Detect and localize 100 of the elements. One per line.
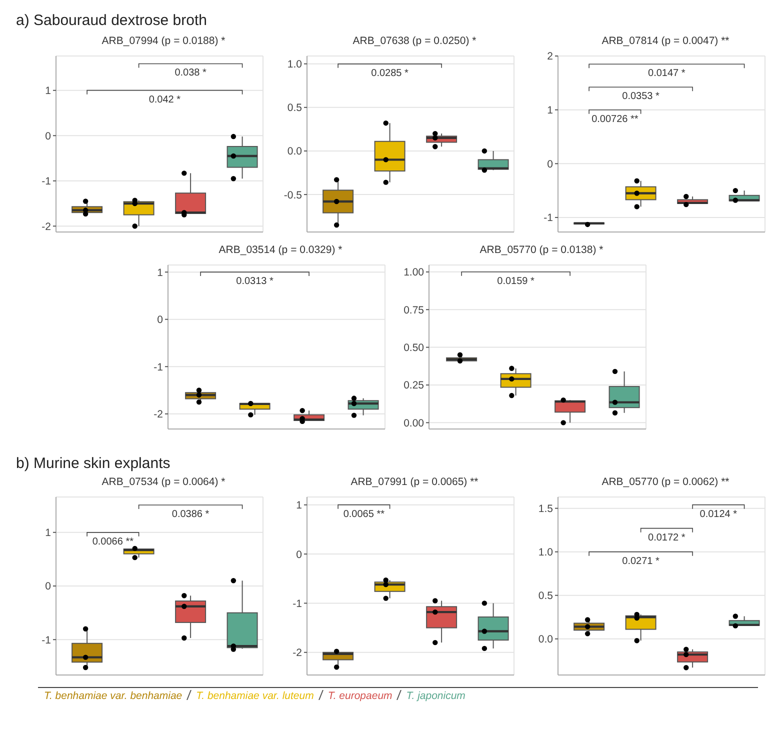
point — [132, 224, 138, 229]
point — [684, 202, 689, 208]
point — [432, 598, 438, 604]
annotation: 0.0124 * — [700, 508, 738, 520]
y-tick-label: 0.0 — [538, 634, 554, 646]
point — [383, 582, 388, 588]
y-tick-label: 0 — [45, 580, 52, 593]
y-tick-label: 0 — [45, 130, 52, 142]
annotation: 0.0066 ** — [92, 536, 134, 548]
point — [584, 617, 590, 622]
annotation: 0.0159 * — [497, 276, 535, 287]
y-tick-label: 0 — [547, 158, 554, 170]
y-tick-label: 0.5 — [287, 102, 302, 114]
point — [684, 665, 689, 670]
point — [482, 168, 488, 173]
point — [182, 604, 187, 609]
point — [732, 198, 738, 203]
y-tick-label: 0 — [157, 314, 164, 326]
point — [560, 397, 566, 403]
point — [634, 638, 640, 644]
point — [634, 204, 640, 210]
point — [584, 222, 590, 228]
point — [684, 652, 689, 658]
point — [432, 135, 438, 140]
point — [82, 626, 88, 632]
y-tick-label: 1 — [45, 85, 52, 98]
point — [684, 194, 689, 200]
point — [182, 170, 187, 176]
chart-title: ARB_07534 (p = 0.0064) * — [100, 476, 226, 490]
point — [196, 392, 202, 398]
point — [196, 399, 202, 405]
y-tick-label: -0.5 — [284, 189, 302, 202]
chart-title: ARB_07994 (p = 0.0188) * — [100, 35, 226, 49]
chart-subtitle: a) Sabouraud dextrose broth — [15, 11, 208, 31]
point — [334, 648, 340, 654]
point — [230, 176, 236, 182]
point — [230, 153, 236, 159]
point — [248, 400, 254, 406]
y-tick-label: -1 — [544, 212, 554, 224]
y-tick-label: 1 — [157, 266, 164, 279]
point — [383, 596, 388, 601]
point — [634, 178, 640, 184]
chart-title: ARB_07814 (p = 0.0047) ** — [600, 35, 730, 49]
point — [351, 396, 357, 401]
annotation: 0.0313 * — [236, 276, 274, 288]
annotation: 0.0285 * — [371, 68, 409, 79]
chart-title: ARB_05770 (p = 0.0062) ** — [600, 476, 730, 490]
point — [351, 400, 357, 406]
point — [383, 157, 388, 162]
point — [732, 188, 738, 194]
y-tick-label: -2 — [292, 647, 302, 660]
point — [383, 180, 388, 185]
annotation: 0.0353 * — [622, 91, 660, 102]
annotation: 0.0065 ** — [343, 508, 385, 520]
point — [457, 352, 463, 358]
point — [482, 600, 488, 606]
point — [509, 392, 514, 398]
annotation: 0.0271 * — [622, 556, 660, 567]
y-tick-label: 2 — [547, 50, 554, 63]
point — [82, 654, 88, 660]
chart-title: ARB_07991 (p = 0.0065) ** — [350, 476, 480, 490]
y-tick-label: 0.25 — [404, 380, 424, 392]
y-tick-label: -1 — [42, 634, 52, 646]
point — [334, 177, 340, 182]
point — [432, 130, 438, 136]
point — [482, 148, 488, 154]
point — [612, 400, 618, 405]
chart-title: ARB_05770 (p = 0.0138) * — [478, 244, 604, 258]
point — [560, 420, 566, 426]
point — [230, 578, 236, 584]
y-tick-label: -1 — [292, 598, 302, 610]
point — [230, 134, 236, 140]
y-tick-label: 0.75 — [404, 304, 424, 316]
point — [132, 546, 138, 552]
y-tick-label: 1 — [45, 527, 52, 540]
annotation: 0.0147 * — [648, 68, 686, 80]
legend-label: T. japonicum — [406, 690, 466, 702]
point — [509, 376, 514, 382]
point — [732, 614, 738, 619]
point — [482, 646, 488, 652]
annotation: 0.00726 ** — [592, 114, 638, 125]
point — [132, 554, 138, 560]
annotation: 0.0172 * — [648, 532, 686, 544]
point — [334, 222, 340, 228]
y-tick-label: 1.00 — [404, 266, 424, 279]
y-tick-label: -1 — [154, 361, 164, 374]
point — [248, 412, 254, 418]
y-tick-label: -2 — [42, 220, 52, 233]
point — [351, 412, 357, 418]
y-tick-label: 0.0 — [287, 146, 302, 158]
point — [196, 388, 202, 393]
y-tick-label: 1.0 — [287, 58, 302, 71]
y-tick-label: 0.50 — [404, 342, 424, 354]
y-tick-label: 1 — [547, 104, 554, 117]
annotation: 0.0386 * — [172, 509, 210, 520]
point — [334, 198, 340, 204]
point — [584, 631, 590, 636]
point — [300, 408, 305, 414]
y-tick-label: -1 — [42, 176, 52, 188]
point — [334, 664, 340, 670]
